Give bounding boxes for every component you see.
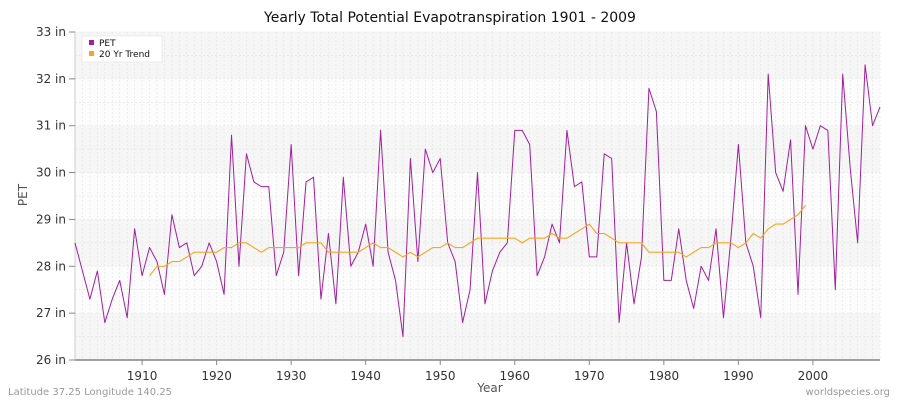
y-axis-title: PET	[16, 183, 30, 206]
legend-swatch-trend	[89, 51, 94, 56]
x-tick-label: 1980	[649, 369, 680, 383]
chart-title: Yearly Total Potential Evapotranspiratio…	[263, 10, 636, 26]
legend-label-trend: 20 Yr Trend	[99, 50, 150, 60]
x-tick-label: 1990	[723, 369, 754, 383]
x-tick-label: 1960	[499, 369, 530, 383]
x-tick-label: 2000	[798, 369, 829, 383]
y-tick-label: 27 in	[36, 306, 66, 320]
y-tick-label: 33 in	[36, 25, 66, 39]
legend-swatch-pet	[89, 40, 94, 45]
y-tick-label: 30 in	[36, 166, 66, 180]
grid-lines	[74, 31, 881, 361]
x-tick-label: 1910	[127, 369, 158, 383]
legend: PET 20 Yr Trend	[81, 35, 163, 63]
y-tick-label: 26 in	[36, 353, 66, 367]
y-axis-ticks: 26 in 27 in 28 in 29 in 30 in 31 in 32 in 33 in	[36, 25, 75, 367]
x-tick-label: 1970	[574, 369, 605, 383]
y-tick-label: 31 in	[36, 119, 66, 133]
x-tick-label: 1940	[350, 369, 381, 383]
x-tick-label: 1920	[201, 369, 232, 383]
y-tick-label: 28 in	[36, 259, 66, 273]
background-band	[75, 32, 880, 79]
legend-box	[81, 35, 163, 63]
footer-source: worldspecies.org	[806, 387, 890, 398]
x-tick-label: 1950	[425, 369, 456, 383]
x-tick-label: 1930	[276, 369, 307, 383]
series-line-trend	[149, 205, 806, 277]
y-tick-label: 32 in	[36, 72, 66, 86]
x-axis-ticks: 1910 1920 1930 1940 1950 1960 1970 1980 1990 2000	[127, 360, 828, 383]
footer-location: Latitude 37.25 Longitude 140.25	[8, 387, 172, 398]
legend-label-pet: PET	[99, 39, 116, 49]
x-axis-title: Year	[476, 381, 502, 395]
series-layer	[74, 64, 881, 338]
y-tick-label: 29 in	[36, 212, 66, 226]
